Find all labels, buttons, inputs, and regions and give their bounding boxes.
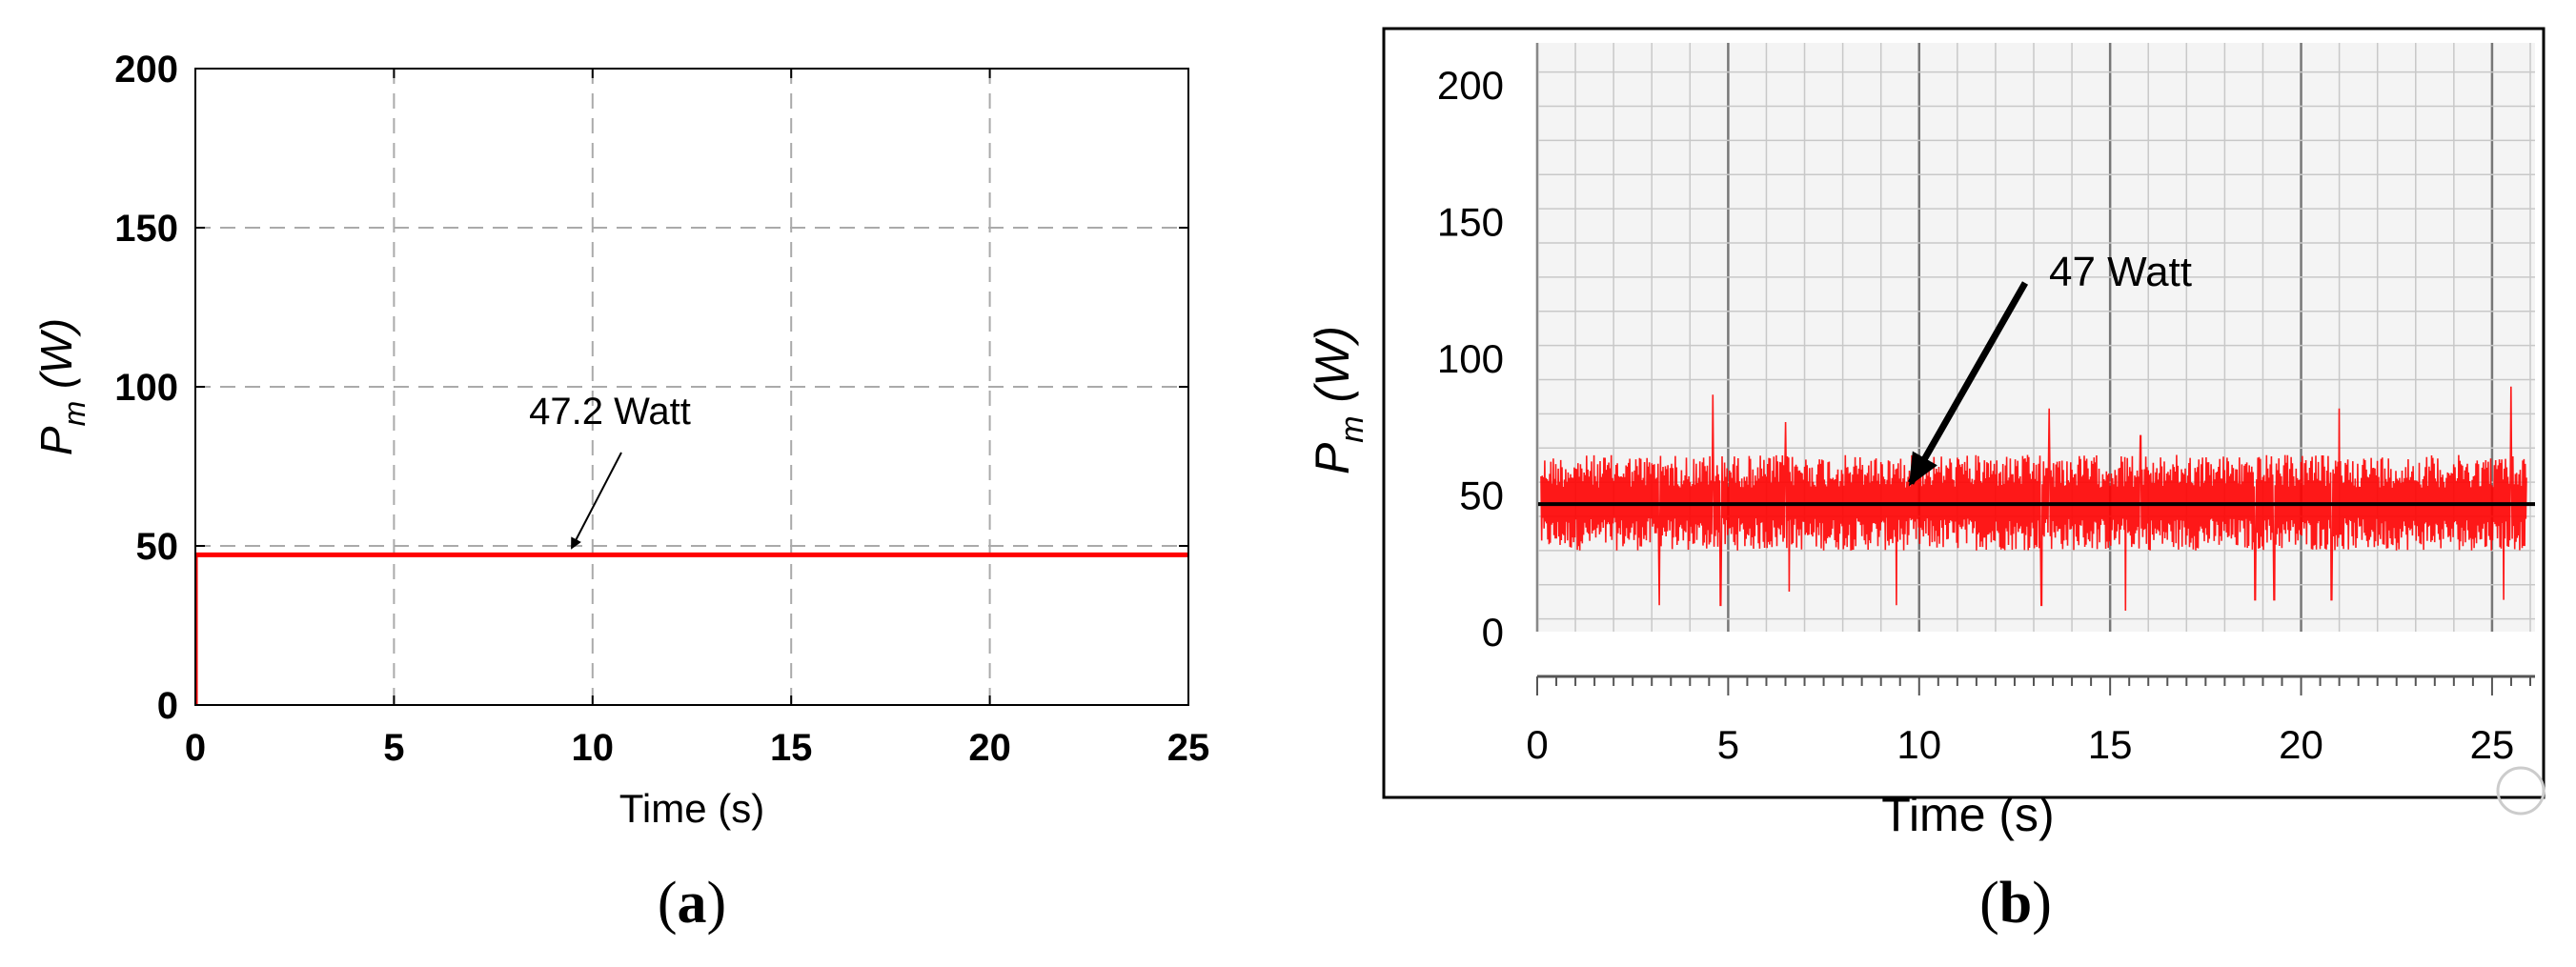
y-tick-label: 50 <box>1459 473 1504 518</box>
y-tick-label: 150 <box>114 208 178 250</box>
series-a <box>195 552 1188 705</box>
x-axis-label-a: Time (s) <box>619 786 764 831</box>
x-axis-label-b: Time (s) <box>1881 788 2054 841</box>
x-tick-label: 15 <box>2088 722 2133 767</box>
ticks-b <box>1536 676 2531 695</box>
caption-a: (a) <box>658 871 726 936</box>
y-tick-labels-b: 0 50 100 150 200 <box>1437 63 1504 655</box>
x-tick-labels-b: 0 5 10 15 20 25 <box>1526 722 2514 767</box>
y-tick-label: 50 <box>136 526 179 568</box>
annotation-text-b: 47 Watt <box>2049 249 2192 295</box>
y-tick-label: 100 <box>1437 336 1504 381</box>
y-tick-labels-a: 0 50 100 150 200 <box>114 49 178 727</box>
x-tick-label: 10 <box>572 727 615 769</box>
x-tick-label: 0 <box>185 727 206 769</box>
annotation-b: 47 Watt <box>1907 249 2192 487</box>
x-tick-label: 25 <box>2470 722 2515 767</box>
x-tick-label: 0 <box>1526 722 1548 767</box>
y-tick-label: 100 <box>114 367 178 409</box>
y-axis-label-b: Pm (W) <box>1306 326 1370 474</box>
y-tick-label: 150 <box>1437 200 1504 245</box>
y-tick-label: 200 <box>1437 63 1504 108</box>
annotation-arrow-b <box>1907 281 2029 487</box>
x-tick-label: 20 <box>968 727 1011 769</box>
x-tick-label: 5 <box>383 727 404 769</box>
x-tick-label: 5 <box>1717 722 1739 767</box>
y-axis-label-a: Pm (W) <box>31 318 91 455</box>
x-tick-label: 20 <box>2279 722 2323 767</box>
grid-a <box>195 69 1188 705</box>
y-tick-label: 200 <box>114 49 178 91</box>
x-tick-label: 15 <box>770 727 813 769</box>
annotation-a: 47.2 Watt <box>529 391 691 550</box>
x-tick-label: 10 <box>1897 722 1941 767</box>
y-tick-label: 0 <box>157 685 178 727</box>
series-line-power-b <box>1540 386 2527 612</box>
annotation-arrow-a <box>571 452 622 550</box>
x-tick-labels-a: 0 5 10 15 20 25 <box>185 727 1209 769</box>
caption-b: (b) <box>1979 871 2052 936</box>
series-b <box>1537 386 2535 612</box>
corner-loading-icon <box>2496 766 2546 816</box>
series-line-power-a <box>195 552 1188 705</box>
ticks-a <box>194 68 1189 706</box>
annotation-text-a: 47.2 Watt <box>529 391 691 433</box>
x-tick-label: 25 <box>1167 727 1210 769</box>
y-tick-label: 0 <box>1482 610 1504 655</box>
